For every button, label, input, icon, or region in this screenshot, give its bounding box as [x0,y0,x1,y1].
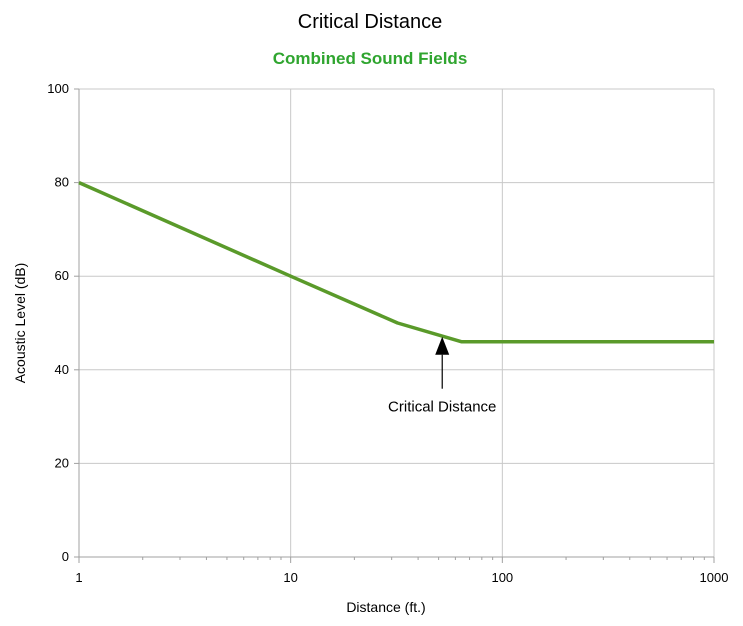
x-tick-label: 10 [283,570,297,585]
y-tick-label: 60 [55,268,69,283]
y-tick-label: 100 [47,81,69,96]
y-axis-label: Acoustic Level (dB) [12,263,28,384]
grid [79,88,715,557]
y-tick-label: 0 [62,549,69,564]
series-line [78,180,714,344]
x-tick-label: 100 [491,570,513,585]
x-tick-label: 1000 [700,570,729,585]
chart-title: Critical Distance [298,11,442,33]
axes [74,88,715,563]
y-tick-label: 40 [55,362,69,377]
x-tick-label: 1 [75,570,82,585]
annotations: Critical Distance [388,336,496,416]
x-axis-label: Distance (ft.) [346,599,425,615]
tick-labels: 0 20 40 60 80 100 1 10 100 1000 [47,81,728,585]
series [78,180,715,344]
chart-subtitle: Combined Sound Fields [273,49,468,68]
annotation-arrow-head [435,336,450,355]
y-tick-label: 80 [55,175,69,190]
y-tick-label: 20 [55,455,69,470]
annotation-label: Critical Distance [388,399,496,416]
